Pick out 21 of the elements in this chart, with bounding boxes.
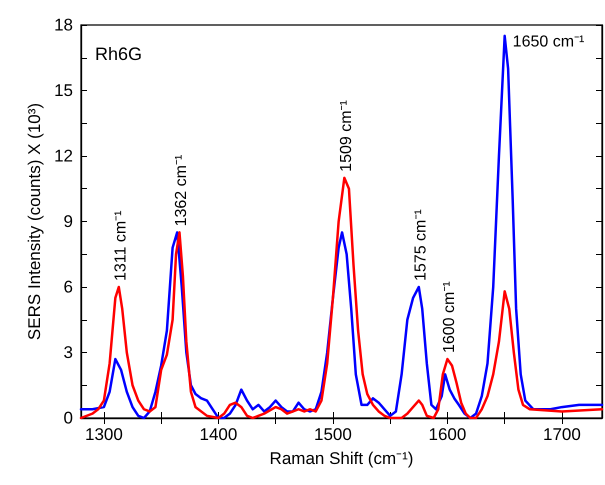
y-tick-label: 6 <box>64 278 73 296</box>
x-tick-label: 1700 <box>543 425 581 444</box>
annotation: 1650 cm⁻¹ <box>512 33 584 50</box>
y-tick-label: 18 <box>54 16 73 34</box>
x-axis-title: Raman Shift (cm⁻¹) <box>270 449 414 468</box>
y-tick-label: 15 <box>54 81 73 100</box>
annotation: 1311 cm⁻¹ <box>112 210 130 281</box>
annotation: 1509 cm⁻¹ <box>338 100 355 172</box>
x-tick-label: 1500 <box>314 425 352 444</box>
y-axis-title: SERS Intensity (counts) X (10³) <box>25 102 44 340</box>
x-tick-label: 1300 <box>84 425 123 444</box>
y-tick-label: 0 <box>64 408 73 428</box>
annotation: 1600 cm⁻¹ <box>440 281 458 354</box>
annotation: Rh6G <box>95 44 142 64</box>
annotation: 1362 cm⁻¹ <box>172 154 190 226</box>
y-tick-label: 12 <box>54 146 73 166</box>
x-tick-label: 1600 <box>428 425 466 444</box>
x-tick-label: 1400 <box>199 425 238 444</box>
y-tick-label: 9 <box>64 212 73 231</box>
y-tick-label: 3 <box>64 343 73 362</box>
annotation: 1575 cm⁻¹ <box>412 209 430 281</box>
